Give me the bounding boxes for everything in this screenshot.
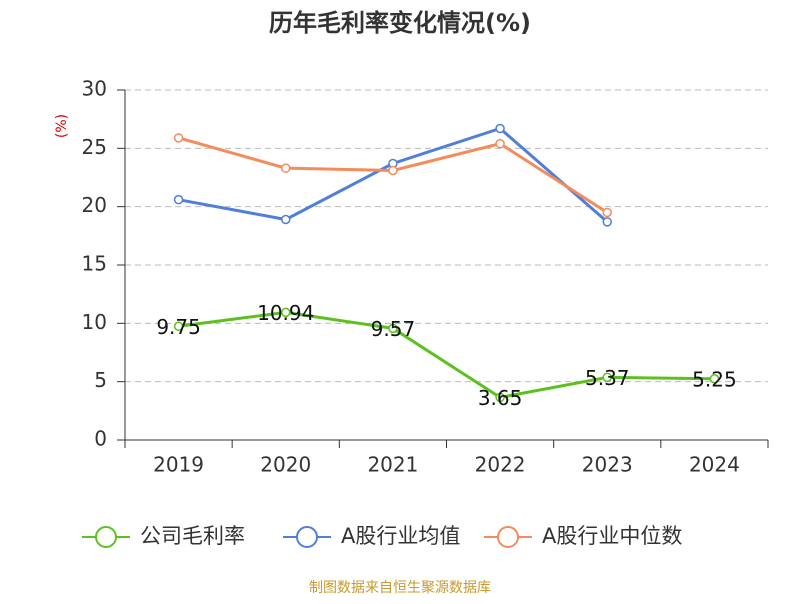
- y-tick-label: 20: [82, 193, 107, 217]
- x-tick-label: 2021: [367, 453, 418, 477]
- data-label: 3.65: [478, 386, 523, 410]
- data-point: [495, 392, 505, 403]
- data-point: [281, 307, 291, 318]
- legend-marker: [95, 526, 117, 548]
- data-label: 5.37: [585, 366, 630, 390]
- legend-label: A股行业均值: [341, 524, 460, 548]
- data-point: [602, 207, 612, 218]
- data-label: 10.94: [257, 301, 314, 325]
- legend-label: A股行业中位数: [542, 524, 682, 548]
- data-label: 5.25: [692, 367, 737, 391]
- x-tick-label: 2023: [582, 453, 633, 477]
- y-tick-label: 15: [82, 252, 107, 276]
- data-label: 9.75: [156, 315, 201, 339]
- data-point: [281, 163, 291, 173]
- data-point: [709, 374, 720, 384]
- x-tick-label: 2024: [689, 453, 740, 477]
- data-point: [281, 214, 291, 225]
- data-point: [388, 323, 398, 334]
- x-tick-label: 2022: [475, 453, 526, 477]
- y-tick-label: 5: [94, 368, 107, 392]
- legend-label: 公司毛利率: [140, 524, 245, 548]
- data-point: [602, 217, 612, 227]
- y-tick-label: 0: [94, 427, 107, 451]
- source-note: 制图数据来自恒生聚源数据库: [309, 580, 491, 596]
- x-tick-label: 2019: [153, 453, 204, 477]
- data-point: [173, 133, 184, 143]
- y-tick-label: 30: [82, 77, 107, 101]
- series-line: [178, 310, 715, 400]
- data-point: [602, 372, 612, 383]
- data-point: [173, 194, 184, 205]
- chart-title: 历年毛利率变化情况(%): [269, 9, 531, 37]
- legend-marker: [497, 526, 519, 548]
- data-point: [173, 321, 184, 331]
- y-tick-label: 25: [82, 135, 107, 159]
- data-label: 9.57: [371, 317, 416, 341]
- data-point: [495, 123, 505, 134]
- y-tick-label: 10: [82, 310, 107, 334]
- legend-marker: [296, 526, 318, 548]
- data-point: [388, 165, 398, 176]
- data-point: [495, 138, 505, 149]
- x-tick-label: 2020: [260, 453, 311, 477]
- y-axis-label: (%): [54, 114, 70, 138]
